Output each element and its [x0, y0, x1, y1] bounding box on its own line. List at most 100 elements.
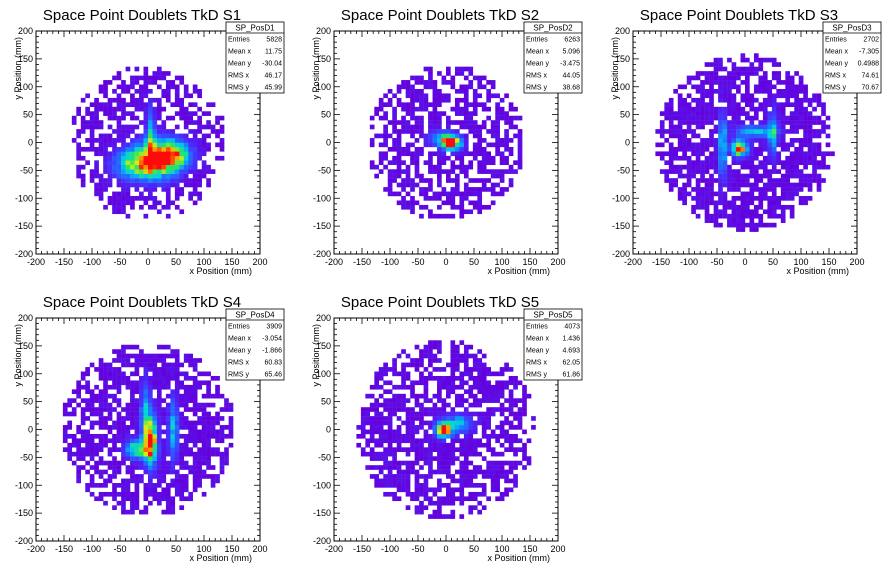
- heatmap-cell: [179, 416, 185, 421]
- heatmap-cell: [477, 362, 483, 368]
- heatmap-cell: [762, 133, 768, 139]
- heatmap-cell: [125, 416, 131, 421]
- heatmap-cell: [121, 358, 126, 363]
- heatmap-cell: [392, 367, 397, 372]
- heatmap-cell: [463, 344, 469, 350]
- heatmap-cell: [360, 407, 366, 412]
- heatmap-cell: [486, 447, 491, 452]
- heatmap-cell: [387, 398, 393, 403]
- heatmap-cell: [130, 124, 135, 130]
- heatmap-cells: [62, 344, 234, 515]
- heatmap-cell: [130, 102, 135, 108]
- heatmap-cell: [736, 115, 741, 121]
- heatmap-cell: [174, 155, 180, 161]
- heatmap-cell: [174, 380, 180, 386]
- heatmap-cell: [116, 380, 122, 386]
- heatmap-cell: [437, 367, 442, 372]
- heatmap-cell: [798, 138, 804, 143]
- heatmap-cell: [161, 442, 167, 448]
- heatmap-cell: [224, 407, 229, 412]
- heatmap-cell: [183, 111, 189, 116]
- heatmap-cell: [428, 500, 433, 506]
- heatmap-cell: [437, 173, 442, 179]
- y-tick-label: 150: [316, 341, 331, 351]
- heatmap-cell: [103, 138, 108, 143]
- stats-label: Entries: [228, 324, 250, 331]
- stats-value: 38.68: [562, 85, 580, 92]
- heatmap-cell: [410, 196, 415, 201]
- heatmap-cell: [789, 204, 795, 210]
- heatmap-cell: [76, 474, 81, 479]
- heatmap-cell: [428, 160, 433, 165]
- heatmap-cell: [803, 124, 808, 130]
- heatmap-cell: [71, 438, 77, 444]
- heatmap-cell: [454, 151, 460, 157]
- heatmap-cell: [143, 505, 149, 510]
- heatmap-cell: [179, 111, 185, 116]
- heatmap-cell: [121, 173, 126, 179]
- heatmap-cell: [745, 66, 750, 72]
- heatmap-cell: [188, 142, 193, 148]
- heatmap-cell: [419, 447, 424, 452]
- heatmap-cell: [410, 187, 415, 192]
- heatmap-cell: [695, 97, 701, 103]
- stats-label: RMS y: [526, 85, 548, 92]
- heatmap-cell: [71, 442, 77, 448]
- heatmap-cell: [206, 420, 211, 426]
- heatmap-cell: [428, 420, 433, 426]
- heatmap-cell: [664, 102, 670, 108]
- heatmap-cell: [767, 138, 773, 143]
- heatmap-cell: [410, 97, 415, 103]
- heatmap-cell: [517, 420, 523, 426]
- chart-title: Space Point Doublets TkD S5: [341, 294, 539, 311]
- heatmap-cell: [454, 142, 460, 148]
- heatmap-cell: [812, 93, 817, 99]
- heatmap-cell: [446, 474, 451, 479]
- heatmap-cell: [156, 138, 162, 143]
- heatmap-cell: [156, 469, 162, 475]
- heatmap-cell: [490, 474, 496, 479]
- stats-label: RMS y: [228, 372, 250, 379]
- stats-value: 70.67: [861, 85, 879, 92]
- heatmap-cell: [76, 447, 81, 452]
- heatmap-cell: [486, 80, 491, 85]
- heatmap-cell: [134, 389, 140, 395]
- heatmap-cell: [148, 407, 153, 412]
- heatmap-cell: [139, 416, 144, 421]
- heatmap-cell: [405, 120, 411, 125]
- heatmap-cell: [89, 447, 95, 452]
- heatmap-cell: [450, 204, 456, 210]
- heatmap-cell: [179, 384, 185, 390]
- heatmap-cell: [85, 93, 90, 99]
- heatmap-cell: [179, 447, 185, 452]
- heatmap-cell: [71, 389, 77, 395]
- heatmap-cell: [148, 384, 153, 390]
- heatmap-cell: [776, 182, 782, 188]
- heatmap-cell: [753, 97, 759, 103]
- heatmap-cell: [490, 478, 496, 484]
- heatmap-cell: [224, 402, 229, 408]
- heatmap-cell: [139, 93, 144, 99]
- heatmap-cell: [165, 164, 171, 170]
- heatmap-cell: [107, 384, 113, 390]
- heatmap-cell: [165, 155, 171, 161]
- heatmap-cell: [459, 474, 465, 479]
- heatmap-cell: [192, 84, 198, 90]
- heatmap-cell: [816, 164, 822, 170]
- heatmap-cell: [130, 433, 135, 439]
- heatmap-cell: [423, 160, 429, 165]
- heatmap-cell: [89, 407, 95, 412]
- heatmap-cell: [383, 133, 388, 139]
- heatmap-cell: [192, 151, 198, 157]
- heatmap-cell: [423, 349, 429, 354]
- heatmap-cell: [486, 438, 491, 444]
- heatmap-cell: [785, 88, 790, 94]
- heatmap-cell: [224, 447, 229, 452]
- heatmap-cell: [423, 456, 429, 461]
- heatmap-cell: [513, 169, 518, 174]
- heatmap-cell: [798, 84, 804, 90]
- heatmap-cell: [709, 120, 714, 125]
- heatmap-cell: [112, 164, 117, 170]
- heatmap-cell: [392, 474, 397, 479]
- heatmap-cell: [410, 469, 415, 475]
